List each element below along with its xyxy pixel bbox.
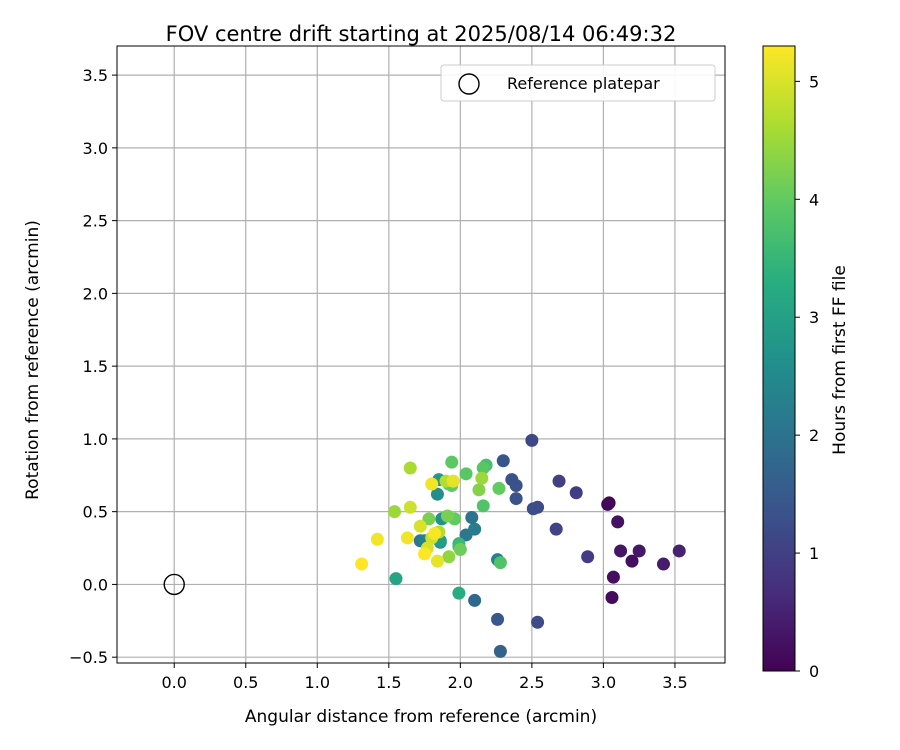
reference-platepar-marker xyxy=(163,573,185,596)
data-point xyxy=(445,455,459,469)
data-point xyxy=(400,531,414,545)
data-point xyxy=(491,612,505,626)
data-point xyxy=(476,461,490,475)
data-point xyxy=(525,433,539,447)
colorbar: 0 1 2 3 4 5 Hours from first FF file xyxy=(762,45,850,681)
plot-area xyxy=(116,45,726,664)
x-tick-label: 1.5 xyxy=(376,673,401,692)
data-point xyxy=(468,593,482,607)
x-tick-label: 2.5 xyxy=(519,673,544,692)
data-point xyxy=(496,454,510,468)
colorbar-tick-label: 1 xyxy=(809,544,819,563)
data-point xyxy=(632,544,646,558)
x-tick-label: 2.0 xyxy=(448,673,473,692)
y-tick-label: 0.0 xyxy=(83,575,108,594)
y-axis-ticks: −0.5 0.0 0.5 1.0 1.5 2.0 2.5 3.0 3.5 xyxy=(69,66,117,667)
data-point xyxy=(388,505,402,519)
data-point xyxy=(403,461,417,475)
data-point xyxy=(465,510,479,524)
y-tick-label: 3.0 xyxy=(83,139,108,158)
data-point xyxy=(656,557,670,571)
legend: Reference platepar xyxy=(440,64,716,102)
colorbar-tick-label: 2 xyxy=(809,426,819,445)
data-point xyxy=(552,474,566,488)
data-point xyxy=(475,471,489,485)
data-point xyxy=(549,522,563,536)
plot-background xyxy=(117,46,725,663)
data-point xyxy=(459,467,473,481)
data-point xyxy=(418,547,432,561)
plot-frame xyxy=(116,45,726,664)
data-point xyxy=(422,512,436,526)
data-point xyxy=(446,474,460,488)
legend-label: Reference platepar xyxy=(507,74,660,93)
legend-box xyxy=(440,64,716,102)
y-tick-label: 1.5 xyxy=(83,357,108,376)
y-tick-label: 2.5 xyxy=(83,212,108,231)
data-point xyxy=(370,532,384,546)
data-point xyxy=(389,572,403,586)
data-point xyxy=(476,499,490,513)
legend-marker-icon xyxy=(458,73,480,95)
y-tick-label: 2.0 xyxy=(83,284,108,303)
x-tick-label: 1.0 xyxy=(305,673,330,692)
x-tick-label: 3.0 xyxy=(591,673,616,692)
data-point xyxy=(625,554,639,568)
grid xyxy=(117,46,725,663)
colorbar-tick-label: 5 xyxy=(809,72,819,91)
y-tick-label: −0.5 xyxy=(69,648,108,667)
data-point xyxy=(428,526,442,540)
x-tick-label: 3.5 xyxy=(662,673,687,692)
data-point xyxy=(452,586,466,600)
data-point xyxy=(569,486,583,500)
data-point xyxy=(505,473,519,487)
colorbar-tick-label: 0 xyxy=(809,662,819,681)
data-point xyxy=(413,519,427,533)
data-point xyxy=(611,515,625,529)
data-point xyxy=(492,481,506,495)
data-point xyxy=(442,550,456,564)
y-axis-label: Rotation from reference (arcmin) xyxy=(23,220,43,500)
colorbar-tick-label: 3 xyxy=(809,308,819,327)
data-point xyxy=(601,497,615,511)
data-point xyxy=(472,483,486,497)
data-point xyxy=(468,522,482,536)
data-point xyxy=(425,477,439,491)
colorbar-tick-label: 4 xyxy=(809,190,819,209)
data-point xyxy=(403,500,417,514)
data-point xyxy=(430,554,444,568)
data-point xyxy=(605,591,619,605)
scatter-points xyxy=(355,433,686,658)
data-point xyxy=(672,544,686,558)
y-tick-label: 1.0 xyxy=(83,430,108,449)
data-point xyxy=(493,644,507,658)
data-point xyxy=(355,557,369,571)
chart-title: FOV centre drift starting at 2025/08/14 … xyxy=(166,22,677,46)
data-point xyxy=(493,556,507,570)
x-tick-label: 0.5 xyxy=(233,673,258,692)
x-axis-ticks: 0.0 0.5 1.0 1.5 2.0 2.5 3.0 3.5 xyxy=(161,663,688,692)
colorbar-label: Hours from first FF file xyxy=(830,265,850,455)
data-point xyxy=(430,487,444,501)
data-point xyxy=(526,502,540,516)
data-point xyxy=(614,544,628,558)
data-point xyxy=(606,570,620,584)
data-point xyxy=(509,492,523,506)
x-axis-label: Angular distance from reference (arcmin) xyxy=(245,707,597,727)
data-point xyxy=(453,542,467,556)
colorbar-ticks: 0 1 2 3 4 5 xyxy=(795,72,819,681)
x-tick-label: 0.0 xyxy=(161,673,186,692)
data-point xyxy=(581,550,595,564)
y-tick-label: 3.5 xyxy=(83,66,108,85)
data-point xyxy=(440,509,454,523)
data-point xyxy=(531,615,545,629)
y-tick-label: 0.5 xyxy=(83,503,108,522)
colorbar-gradient xyxy=(762,45,796,672)
